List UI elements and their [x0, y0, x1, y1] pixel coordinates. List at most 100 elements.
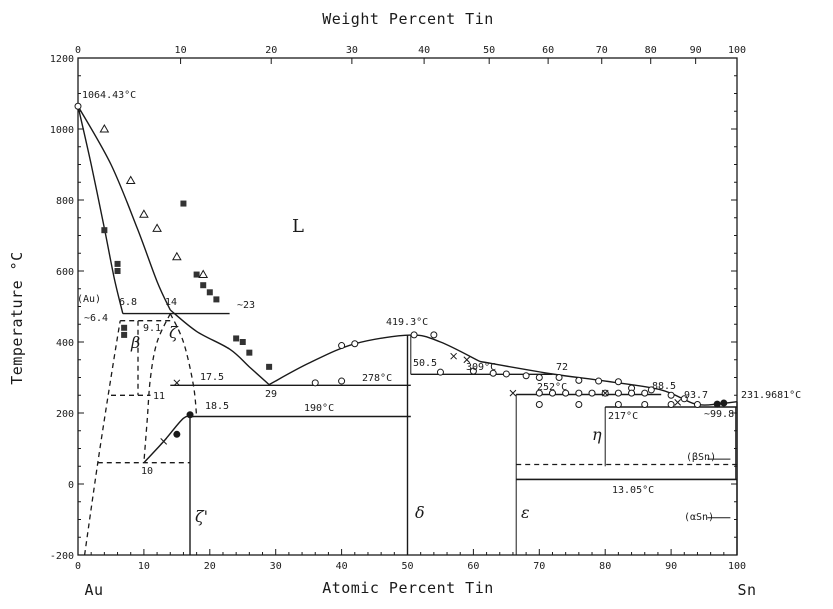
annot-11: 11 [153, 391, 165, 402]
marker-open-circle [469, 367, 477, 375]
y-tick-label: 1200 [50, 54, 74, 65]
axis-ticks: 0 10 20 30 40 50 60 70 80 90 1000 10 20 30 40 50 60 70 80 9… [50, 45, 746, 572]
marker-open-circle [588, 389, 596, 397]
marker-open-circle [535, 400, 543, 408]
phase-label-au: (Au) [77, 294, 101, 305]
boundary-liquidus-zeta-e1 [169, 309, 270, 386]
x2-tick-label: 90 [690, 45, 702, 56]
marker-triangle [171, 251, 182, 261]
marker-open-circle [667, 391, 675, 399]
x-tick-label: 50 [401, 561, 413, 572]
x-tick-label: 60 [467, 561, 479, 572]
marker-open-circle [311, 379, 319, 387]
marker-open-circle [575, 376, 583, 384]
marker-cross [509, 389, 517, 397]
marker-open-circle [548, 389, 556, 397]
marker-square [114, 268, 121, 274]
annot-252: 252°C [537, 382, 567, 393]
annot-6-4: ~6.4 [84, 313, 108, 324]
marker-open-circle [595, 377, 603, 385]
marker-open-circle [562, 389, 570, 397]
annot-sn-melt: 231.9681°C [741, 390, 801, 401]
marker-triangle [198, 269, 209, 279]
marker-open-circle [641, 389, 649, 397]
x2-tick-label: 80 [645, 45, 657, 56]
marker-square [246, 349, 253, 356]
marker-square [266, 363, 273, 370]
marker-open-circle [555, 374, 563, 381]
marker-open-circle [502, 370, 510, 378]
marker-triangle [152, 223, 162, 232]
phase-boundaries [77, 105, 738, 556]
x-tick-label: 30 [270, 561, 282, 572]
y-tick-label: 200 [56, 409, 74, 420]
annot-278: 278°C [362, 373, 392, 384]
marker-open-circle [628, 389, 636, 397]
marker-filled-circle [186, 411, 194, 419]
phase-label-eta: η [592, 425, 602, 444]
marker-open-circle [351, 340, 359, 348]
y-tick-label: 1000 [50, 125, 74, 136]
zeta-right-dashed [169, 313, 198, 417]
y-tick-label: 0 [68, 480, 74, 491]
x-tick-label: 70 [533, 561, 545, 572]
marker-open-circle [641, 400, 649, 408]
x-tick-label: 100 [728, 561, 746, 572]
marker-cross [173, 379, 181, 387]
y-tick-label: 400 [56, 338, 74, 349]
marker-open-circle [522, 372, 530, 380]
annot-190: 190°C [304, 403, 334, 414]
marker-open-circle [535, 389, 543, 397]
marker-square [114, 260, 121, 267]
marker-open-circle [74, 102, 82, 110]
x2-tick-label: 70 [596, 45, 608, 56]
marker-triangle [125, 175, 136, 184]
x-tick-label: 20 [204, 561, 216, 572]
marker-triangle [139, 209, 149, 218]
annot-93-7: 93.7 [684, 390, 708, 401]
marker-open-circle [680, 395, 688, 403]
x2-tick-label: 40 [418, 45, 430, 56]
x2-tick-label: 20 [265, 45, 277, 56]
x2-tick-label: 10 [175, 45, 187, 56]
y-tick-label: 800 [56, 196, 74, 207]
marker-square [239, 339, 246, 345]
x-tick-label: 0 [75, 561, 81, 572]
zeta-left-dashed [143, 313, 171, 463]
annot-217: 217°C [608, 411, 638, 422]
boundary-liquidus-au-zeta [77, 105, 171, 311]
annot-delta-melt: 419.3°C [386, 317, 428, 328]
marker-open-circle [667, 400, 675, 408]
annot-309: 309°C [466, 362, 496, 373]
marker-open-circle [430, 331, 438, 339]
phase-label-beta-sn: (βSn) [686, 452, 716, 463]
phase-label-delta: δ [415, 503, 425, 522]
annot-au-melt: 1064.43°C [82, 90, 136, 101]
annot-1305: 13.05°C [612, 485, 654, 496]
marker-square [193, 271, 200, 278]
marker-square [213, 296, 220, 303]
au-solvus-dashed [83, 320, 121, 556]
marker-open-circle [410, 331, 418, 339]
annot-50-5: 50.5 [413, 358, 437, 369]
x-tick-label: 10 [138, 561, 150, 572]
x2-tick-label: 0 [75, 45, 81, 56]
x-axis-title: Atomic Percent Tin [322, 579, 494, 597]
marker-open-circle [338, 377, 346, 385]
x2-tick-label: 50 [483, 45, 495, 56]
marker-open-circle [575, 400, 583, 408]
marker-square [233, 335, 240, 342]
data-markers [74, 102, 731, 519]
phase-label-alpha-sn: (αSn) [684, 512, 714, 523]
marker-open-circle [647, 386, 655, 394]
annot-17-5: 17.5 [200, 372, 224, 383]
marker-triangle [99, 123, 110, 133]
marker-open-circle [693, 400, 701, 408]
marker-cross [160, 438, 168, 445]
marker-filled-circle [720, 399, 728, 407]
marker-cross [450, 352, 457, 360]
x2-tick-label: 30 [346, 45, 358, 56]
phase-label-zeta-prime: ζ' [195, 507, 208, 526]
marker-filled-circle [173, 430, 181, 438]
